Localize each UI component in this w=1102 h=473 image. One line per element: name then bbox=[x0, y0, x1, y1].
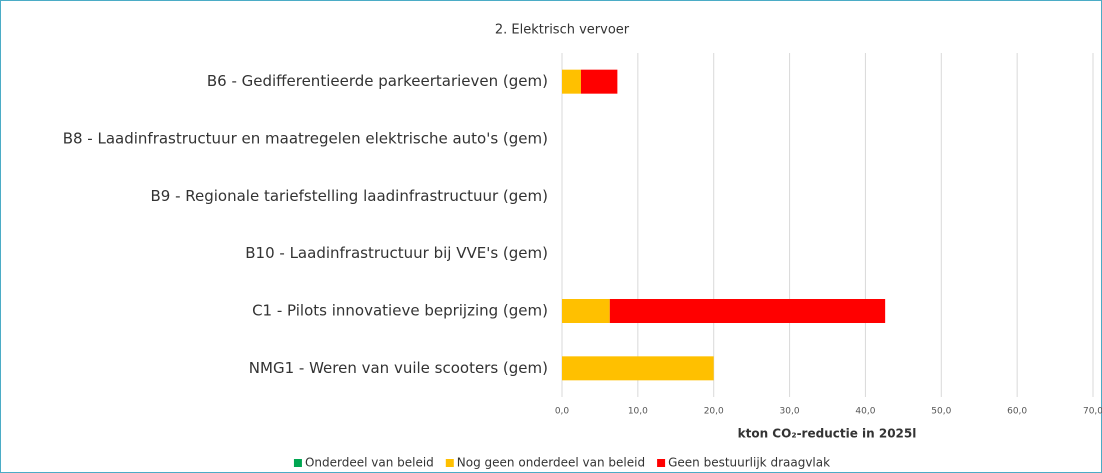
x-tick-label: 40,0 bbox=[855, 407, 875, 417]
bar bbox=[609, 299, 886, 323]
x-tick-label: 60,0 bbox=[1007, 407, 1027, 417]
legend-swatch bbox=[445, 459, 454, 467]
y-tick-label: B6 - Gedifferentieerde parkeertarieven (… bbox=[207, 72, 548, 90]
legend-label: Onderdeel van beleid bbox=[305, 456, 434, 470]
y-tick-label: B10 - Laadinfrastructuur bij VVE's (gem) bbox=[245, 244, 548, 262]
bar bbox=[562, 69, 581, 94]
y-tick-label: B9 - Regionale tariefstelling laadinfras… bbox=[150, 187, 548, 205]
bar bbox=[580, 69, 618, 94]
x-tick-label: 50,0 bbox=[931, 407, 951, 417]
legend-label: Geen bestuurlijk draagvlak bbox=[668, 456, 830, 470]
x-axis-title: kton CO₂-reductie in 2025l bbox=[738, 427, 917, 441]
x-tick-label: 0,0 bbox=[555, 407, 570, 417]
x-tick-label: 70,0 bbox=[1083, 407, 1102, 417]
x-tick-label: 30,0 bbox=[780, 407, 800, 417]
x-tick-label: 20,0 bbox=[704, 407, 724, 417]
legend-label: Nog geen onderdeel van beleid bbox=[457, 456, 645, 470]
bar bbox=[562, 299, 610, 323]
legend-swatch bbox=[293, 459, 302, 467]
y-tick-label: NMG1 - Weren van vuile scooters (gem) bbox=[249, 359, 548, 377]
chart-title: 2. Elektrisch vervoer bbox=[495, 23, 630, 38]
y-tick-label: B8 - Laadinfrastructuur en maatregelen e… bbox=[63, 130, 548, 148]
bar bbox=[562, 356, 714, 381]
x-tick-label: 10,0 bbox=[628, 407, 648, 417]
legend-swatch bbox=[657, 459, 666, 467]
y-tick-label: C1 - Pilots innovatieve beprijzing (gem) bbox=[252, 302, 548, 320]
